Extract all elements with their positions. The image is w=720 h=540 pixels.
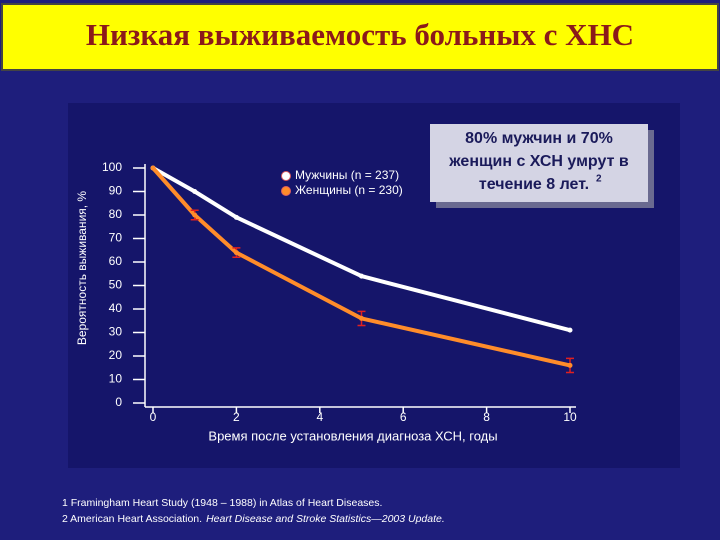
footnote: 2 American Heart Association. Heart Disea… [62, 513, 445, 525]
y-tick-label: 100 [102, 160, 122, 174]
footnote-italic: Heart Disease and Stroke Statistics—2003… [206, 513, 445, 525]
callout-line: женщин с ХСН умрут в [448, 153, 629, 170]
x-tick-label: 8 [483, 410, 490, 424]
y-tick-label: 50 [109, 278, 123, 292]
title-banner [1, 3, 719, 71]
x-axis-label: Время после установления диагноза ХСН, г… [208, 428, 497, 443]
data-point [192, 189, 198, 194]
y-axis-label: Вероятность выживания, % [75, 191, 89, 346]
data-point [233, 214, 239, 220]
data-point [359, 315, 364, 321]
x-tick-label: 10 [563, 410, 577, 424]
y-tick-label: 0 [115, 395, 122, 409]
y-tick-label: 70 [109, 231, 123, 245]
legend-label: Женщины (n = 230) [295, 183, 403, 197]
legend-marker [281, 171, 291, 181]
legend-label: Мужчины (n = 237) [295, 168, 399, 182]
footnote: 1 Framingham Heart Study (1948 – 1988) i… [62, 497, 382, 509]
footnote-text: 2 American Heart Association. [62, 513, 202, 525]
y-tick-label: 20 [109, 348, 123, 362]
callout-line: течение 8 лет. [479, 176, 589, 193]
y-tick-label: 60 [109, 254, 123, 268]
legend-marker [281, 186, 291, 196]
x-tick-label: 0 [150, 410, 157, 424]
x-tick-label: 6 [400, 410, 407, 424]
data-point [150, 165, 156, 171]
callout-line: 80% мужчин и 70% [465, 130, 613, 147]
y-tick-label: 40 [109, 301, 123, 315]
x-tick-label: 2 [233, 410, 240, 424]
x-tick-label: 4 [316, 410, 323, 424]
data-point [233, 250, 239, 256]
chart: 0 10 20 30 40 50 60 70 80 90 100 0 2 4 6 8 10 Время после… [75, 160, 577, 443]
callout-box [430, 124, 648, 202]
data-point [567, 327, 573, 333]
y-tick-label: 10 [109, 372, 123, 386]
slide-title: Низкая выживаемость больных с ХНС [86, 17, 634, 52]
data-point [359, 273, 364, 279]
data-point [567, 362, 573, 368]
callout-superscript: 2 [596, 174, 602, 185]
y-tick-label: 90 [109, 184, 123, 198]
data-point [192, 212, 198, 218]
y-tick-label: 30 [109, 325, 123, 339]
y-tick-label: 80 [109, 207, 123, 221]
